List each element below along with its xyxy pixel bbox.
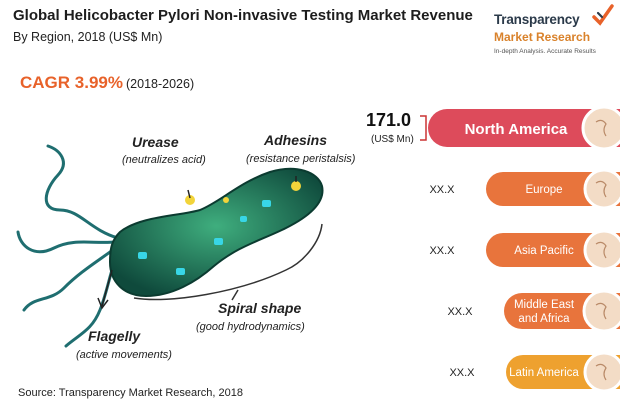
value-label-latin-america: XX.X	[449, 367, 475, 379]
category-label-line: Middle East	[514, 299, 575, 311]
bar-end-circle-latin-america	[583, 351, 620, 390]
value-label-asia-pacific: XX.X	[429, 245, 455, 257]
brand-logo: Transparency Market Research In-depth An…	[494, 4, 616, 66]
category-label-middle-east-and-africa: Middle East and Africa	[514, 299, 575, 325]
category-label-line: Asia Pacific	[514, 245, 574, 257]
bacterium-illustration	[16, 144, 324, 348]
category-label-line: Europe	[525, 184, 562, 196]
spiral-bracket	[133, 223, 323, 301]
category-label-line: and Africa	[518, 313, 570, 325]
bar-end-figure-asia-pacific	[595, 241, 607, 259]
bacterium-body	[108, 167, 324, 298]
bar-end-figure-latin-america	[595, 363, 607, 381]
chart-subtitle: By Region, 2018 (US$ Mn)	[13, 30, 163, 44]
adhesins-note: (resistance peristalsis)	[246, 153, 356, 165]
logo-check-icon	[592, 4, 614, 26]
source-note: Source: Transparency Market Research, 20…	[18, 387, 244, 399]
value-label-north-america: 171.0	[366, 110, 412, 130]
category-label-europe: Europe	[525, 184, 562, 196]
bar-end-circle-europe	[583, 168, 620, 210]
category-label-latin-america: Latin America	[509, 367, 579, 379]
spiral-shape-note: (good hydrodynamics)	[196, 321, 305, 333]
bar-north-america	[428, 109, 620, 147]
urease-label: Urease	[132, 134, 179, 150]
bar-end-figure-europe	[595, 180, 607, 198]
category-label-line: North America	[465, 121, 568, 138]
bar-end-figure-north-america	[595, 119, 607, 137]
lead-value-bracket	[420, 115, 427, 141]
bar-end-circle-asia-pacific	[583, 229, 620, 271]
flagella-pointer	[101, 269, 113, 307]
flagella	[16, 144, 122, 348]
value-unit: (US$ Mn)	[371, 134, 414, 145]
urease-pointer	[187, 189, 191, 199]
category-label-line: Latin America	[509, 367, 579, 379]
logo-subname: Market Research	[494, 30, 591, 44]
logo-name: Transparency	[494, 12, 580, 27]
chart-title: Global Helicobacter Pylori Non-invasive …	[13, 7, 473, 24]
bar-end-circle-middle-east-and-africa	[582, 289, 620, 333]
spiral-shape-label: Spiral shape	[218, 300, 302, 316]
bar-end-circle-north-america	[581, 105, 620, 151]
cagr-label: CAGR 3.99%	[20, 73, 123, 92]
cagr-period: (2018-2026)	[126, 77, 195, 91]
value-label-europe: XX.X	[429, 184, 455, 196]
urease-note: (neutralizes acid)	[122, 154, 206, 166]
bar-end-figure-middle-east-and-africa	[595, 302, 607, 320]
region-chart: North America Europe XX.X Asia Pacific XX.X M…	[420, 105, 620, 390]
surface-dots	[138, 200, 271, 275]
category-label-asia-pacific: Asia Pacific	[514, 245, 574, 257]
category-label-north-america: North America	[465, 121, 568, 138]
flagelly-label: Flagelly	[88, 328, 141, 344]
logo-tagline: In-depth Analysis. Accurate Results	[494, 48, 596, 55]
adhesin-dots	[185, 181, 301, 205]
value-label-middle-east-and-africa: XX.X	[447, 306, 473, 318]
adhesins-label: Adhesins	[264, 132, 328, 148]
flagelly-note: (active movements)	[76, 349, 172, 361]
